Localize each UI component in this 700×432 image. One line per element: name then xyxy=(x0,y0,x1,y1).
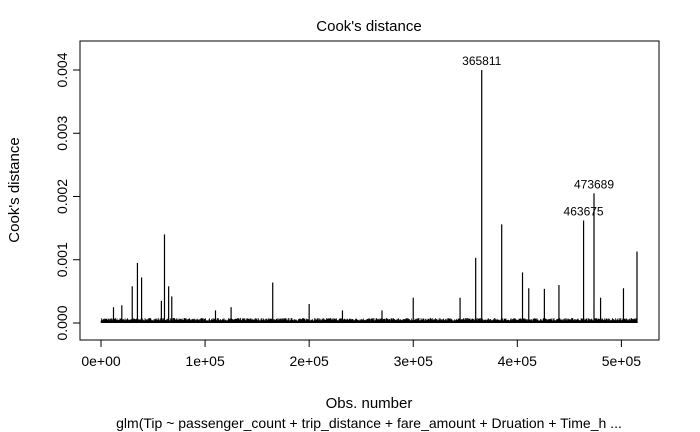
plot-frame xyxy=(79,40,660,341)
y-axis: 0.000 0.001 0.002 0.003 0.004 xyxy=(54,52,81,341)
observation-label: 365811 xyxy=(462,54,501,68)
x-tick-label: 4e+05 xyxy=(498,353,538,369)
observation-label: 473689 xyxy=(574,177,614,191)
y-tick-label: 0.001 xyxy=(54,242,70,277)
y-tick-label: 0.004 xyxy=(54,52,70,87)
baseline-series xyxy=(100,317,638,324)
plot-area xyxy=(100,70,638,324)
y-tick-label: 0.002 xyxy=(54,179,70,214)
chart-subtitle: glm(Tip ~ passenger_count + trip_distanc… xyxy=(116,415,622,431)
x-axis: 0e+00 1e+05 2e+05 3e+05 4e+05 5e+05 xyxy=(81,339,642,369)
x-tick-label: 1e+05 xyxy=(185,353,225,369)
y-tick-label: 0.003 xyxy=(54,116,70,151)
x-tick-label: 3e+05 xyxy=(394,353,434,369)
x-tick-label: 2e+05 xyxy=(289,353,329,369)
chart-title: Cook's distance xyxy=(316,18,421,35)
x-axis-label: Obs. number xyxy=(326,395,413,412)
observation-label: 463675 xyxy=(564,205,604,219)
x-tick-label: 0e+00 xyxy=(81,353,121,369)
y-axis-label: Cook's distance xyxy=(6,137,23,242)
y-tick-label: 0.000 xyxy=(54,305,70,340)
x-tick-label: 5e+05 xyxy=(602,353,642,369)
annotations: 365811 473689 463675 xyxy=(462,54,614,219)
